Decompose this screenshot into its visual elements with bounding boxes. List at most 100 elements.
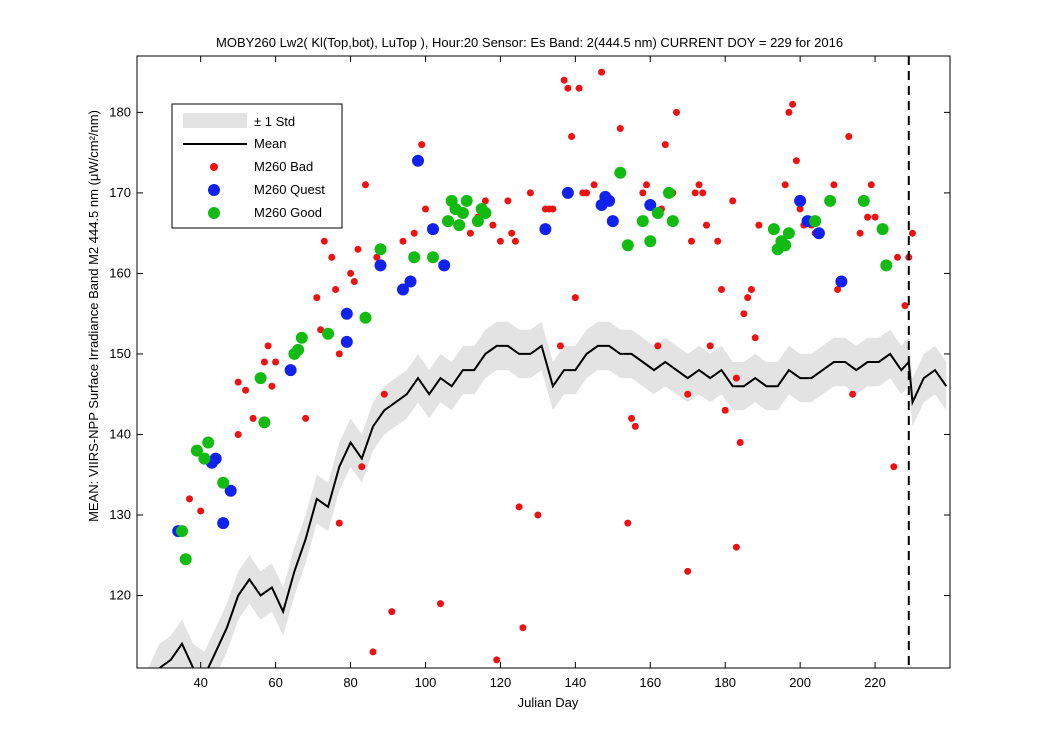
good-point xyxy=(202,436,215,449)
good-point xyxy=(442,215,454,228)
y-tick-label: 180 xyxy=(109,104,131,119)
quest-point xyxy=(404,275,417,288)
axes-frame xyxy=(136,55,951,669)
quest-point xyxy=(397,283,409,296)
good-point xyxy=(876,223,889,236)
bad-point xyxy=(890,463,898,471)
bad-point xyxy=(249,414,257,422)
good-point xyxy=(644,235,657,248)
bad-point xyxy=(268,382,276,390)
x-tick-label: 200 xyxy=(789,675,811,690)
x-tick-label: 100 xyxy=(415,675,437,690)
bad-point xyxy=(598,68,606,76)
good-point xyxy=(427,251,439,264)
bad-point xyxy=(699,189,707,197)
bad-point xyxy=(515,503,523,511)
bad-point xyxy=(796,205,804,213)
quest-point xyxy=(794,194,807,207)
x-tick-label: 180 xyxy=(714,675,736,690)
quest-point xyxy=(284,364,297,377)
good-point xyxy=(767,223,780,236)
quest-point xyxy=(812,227,825,240)
bad-point xyxy=(732,543,740,551)
bad-point xyxy=(466,229,474,237)
bad-point xyxy=(369,648,377,656)
bad-point xyxy=(856,229,864,237)
bad-point xyxy=(302,414,310,422)
chart-title: MOBY260 Lw2( Kl(Top,bot), LuTop ), Hour:… xyxy=(216,35,843,50)
good-point xyxy=(258,416,271,429)
x-tick-label: 220 xyxy=(864,675,886,690)
bad-point xyxy=(732,374,740,382)
mean-line-layer xyxy=(158,344,948,668)
good-point xyxy=(651,207,664,219)
quest-point xyxy=(340,307,353,320)
quest-point xyxy=(606,215,619,228)
bad-point xyxy=(519,624,527,632)
bad-point xyxy=(526,189,534,197)
good-point xyxy=(621,239,634,252)
bad-point xyxy=(481,197,489,205)
bad-point xyxy=(909,229,916,237)
bad-point xyxy=(849,390,857,398)
bad-point xyxy=(328,253,336,261)
quest-point xyxy=(209,452,222,465)
bad-point xyxy=(894,253,901,261)
bad-point xyxy=(437,600,444,608)
bad-point xyxy=(234,431,242,438)
quest-point xyxy=(561,186,574,199)
bad-point xyxy=(673,108,680,116)
bad-point xyxy=(399,237,407,245)
good-point xyxy=(176,525,188,538)
quest-point xyxy=(427,223,439,236)
bad-point xyxy=(654,342,662,350)
quest-point xyxy=(224,484,237,497)
bad-point xyxy=(736,439,744,446)
x-tick-label: 120 xyxy=(490,675,512,690)
y-tick-label: 120 xyxy=(109,588,131,603)
quest-point xyxy=(644,199,657,211)
good-point xyxy=(359,311,372,324)
y-tick-label: 140 xyxy=(109,426,131,441)
bad-point xyxy=(639,189,647,197)
bad-point xyxy=(834,286,842,293)
good-point xyxy=(479,207,492,219)
bad-point xyxy=(380,390,388,398)
legend-good-label: M260 Good xyxy=(254,205,322,220)
bad-point xyxy=(830,181,838,189)
bad-point xyxy=(871,213,879,221)
good-point xyxy=(408,251,421,264)
bad-point xyxy=(197,507,205,515)
good-point xyxy=(782,227,795,240)
bad-point xyxy=(410,229,418,237)
bad-point xyxy=(242,386,250,394)
good-point xyxy=(663,186,675,199)
good-point xyxy=(190,444,203,457)
quest-point xyxy=(539,223,552,236)
good-point xyxy=(666,215,679,228)
legend-good-swatch xyxy=(208,207,220,219)
bad-point xyxy=(549,205,557,213)
good-point xyxy=(471,215,484,228)
bad-point xyxy=(789,100,797,108)
bad-point xyxy=(590,181,598,189)
x-tick-label: 140 xyxy=(564,675,586,690)
good-point xyxy=(824,194,837,207)
bad-point xyxy=(358,463,366,471)
good-point xyxy=(779,239,792,252)
bad-point xyxy=(755,221,763,229)
bad-point xyxy=(744,294,752,302)
bad-point xyxy=(234,378,242,386)
bad-point xyxy=(901,302,909,310)
quest-point xyxy=(835,275,848,288)
bad-point xyxy=(864,213,872,221)
legend-std-swatch xyxy=(183,113,247,128)
bad-point xyxy=(508,229,516,237)
quest-point xyxy=(603,194,616,207)
quest-points-layer xyxy=(172,154,848,538)
bad-point xyxy=(504,197,512,205)
bad-point xyxy=(489,221,497,229)
bad-point xyxy=(575,84,583,92)
bad-point xyxy=(751,334,759,342)
legend-bad-label: M260 Bad xyxy=(254,159,313,174)
